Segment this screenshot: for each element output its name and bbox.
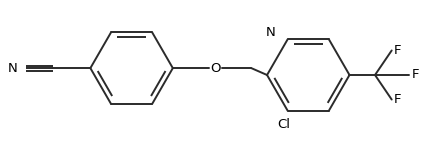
Text: F: F <box>394 93 401 106</box>
Text: N: N <box>266 26 276 39</box>
Text: O: O <box>210 62 220 75</box>
Text: F: F <box>411 69 419 81</box>
Text: F: F <box>394 44 401 57</box>
Text: Cl: Cl <box>277 118 290 131</box>
Text: N: N <box>8 62 18 75</box>
